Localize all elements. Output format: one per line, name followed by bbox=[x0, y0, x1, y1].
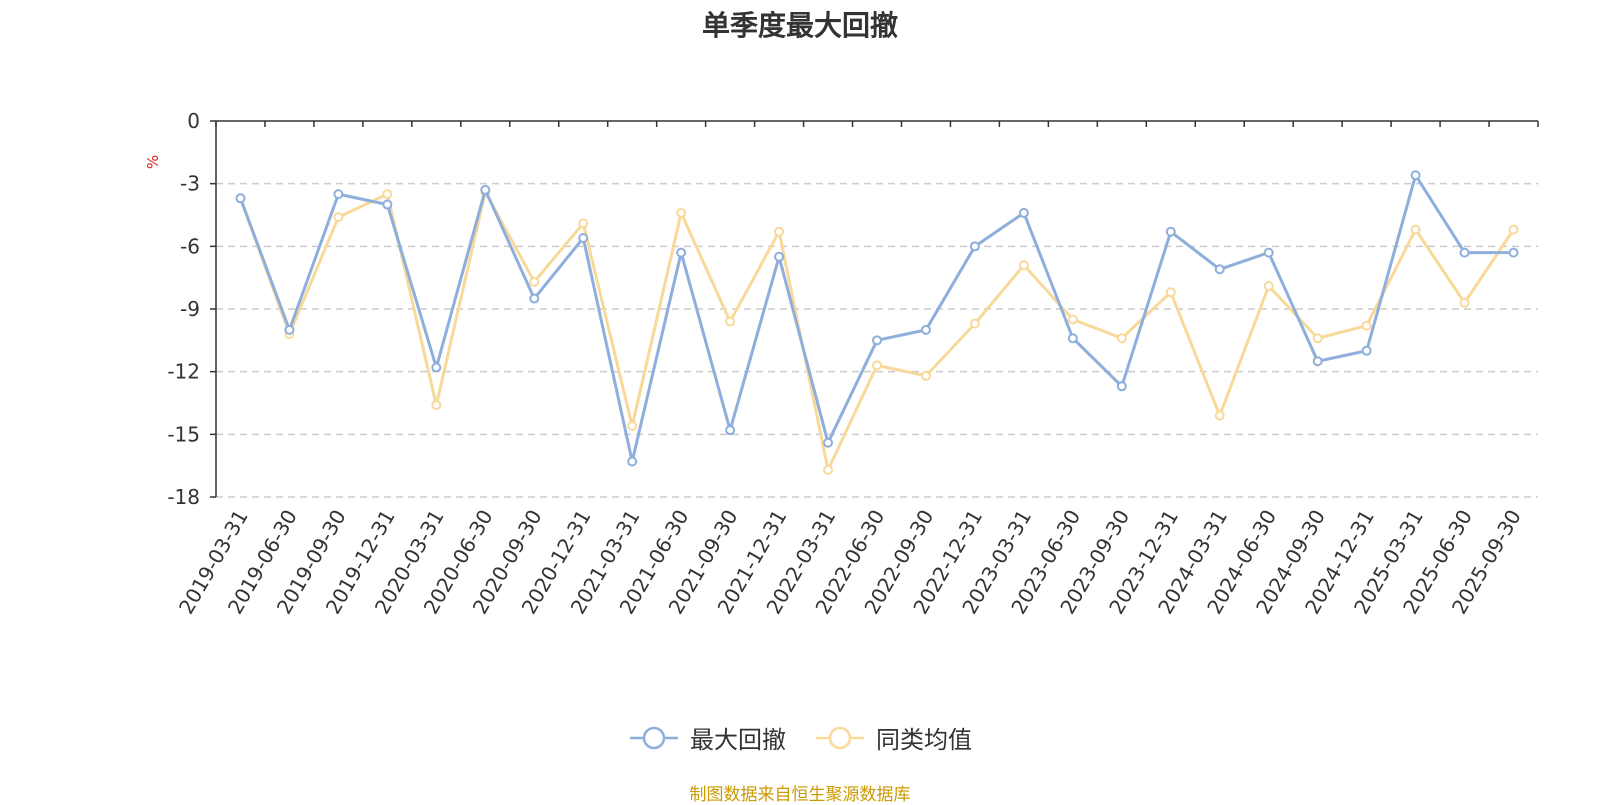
data-point bbox=[823, 437, 834, 448]
y-tick-label: -15 bbox=[167, 422, 200, 446]
data-point bbox=[1214, 264, 1225, 275]
data-point bbox=[431, 362, 442, 373]
data-point bbox=[1067, 314, 1078, 325]
data-point bbox=[1508, 224, 1519, 235]
data-point bbox=[1116, 381, 1127, 392]
data-point bbox=[431, 400, 442, 411]
data-point bbox=[1361, 345, 1372, 356]
data-point bbox=[578, 218, 589, 229]
data-point bbox=[920, 324, 931, 335]
y-tick-label: -18 bbox=[167, 485, 200, 509]
data-point bbox=[1067, 333, 1078, 344]
series-line bbox=[239, 190, 1515, 472]
data-point bbox=[627, 456, 638, 467]
data-point bbox=[823, 464, 834, 475]
data-source-note: 制图数据来自恒生聚源数据库 bbox=[689, 785, 911, 805]
data-point bbox=[1018, 207, 1029, 218]
data-point bbox=[725, 425, 736, 436]
legend: 最大回撤 同类均值 bbox=[0, 720, 1600, 755]
data-point bbox=[725, 316, 736, 327]
data-point bbox=[1410, 170, 1421, 181]
series-line bbox=[239, 173, 1514, 463]
legend-marker-icon bbox=[630, 726, 678, 749]
data-point bbox=[872, 360, 882, 371]
data-point bbox=[1410, 224, 1421, 235]
data-point bbox=[774, 251, 785, 262]
data-point bbox=[333, 212, 344, 223]
y-tick-label: 0 bbox=[187, 109, 200, 133]
data-point bbox=[627, 420, 638, 431]
data-point bbox=[1214, 410, 1225, 421]
data-point bbox=[284, 324, 295, 335]
data-point bbox=[1312, 333, 1323, 344]
y-tick-label: -9 bbox=[180, 297, 200, 321]
data-point bbox=[529, 293, 540, 304]
legend-marker-icon bbox=[816, 726, 864, 749]
data-point bbox=[1263, 281, 1274, 292]
data-point bbox=[1263, 247, 1274, 258]
data-point bbox=[969, 241, 980, 252]
data-point bbox=[333, 189, 344, 200]
data-point bbox=[1018, 260, 1029, 271]
legend-label: 最大回撤 bbox=[690, 726, 786, 754]
y-axis-unit: % bbox=[144, 155, 162, 169]
data-point bbox=[1361, 320, 1372, 331]
data-point bbox=[676, 207, 687, 218]
data-point bbox=[1459, 247, 1470, 258]
data-point bbox=[872, 335, 882, 346]
data-point bbox=[480, 184, 491, 195]
data-point bbox=[578, 232, 589, 243]
data-point bbox=[1116, 333, 1127, 344]
data-point bbox=[1312, 356, 1323, 367]
data-point bbox=[1508, 247, 1519, 258]
data-point bbox=[529, 276, 540, 287]
y-tick-label: -3 bbox=[180, 172, 200, 196]
data-point bbox=[382, 199, 393, 210]
line-chart: 0-3-6-9-12-15-18%2019-03-312019-06-30201… bbox=[144, 109, 1539, 618]
data-point bbox=[1165, 226, 1176, 237]
legend-item[interactable]: 同类均值 bbox=[814, 720, 972, 755]
data-point bbox=[1165, 287, 1176, 298]
data-point bbox=[920, 370, 931, 381]
y-tick-label: -12 bbox=[167, 360, 200, 384]
chart-title: 单季度最大回撤 bbox=[701, 9, 898, 42]
data-point bbox=[774, 226, 785, 237]
data-point bbox=[969, 318, 980, 329]
y-tick-label: -6 bbox=[180, 234, 200, 258]
data-point bbox=[235, 193, 246, 204]
data-point bbox=[676, 247, 687, 258]
data-point bbox=[1459, 297, 1470, 308]
legend-label: 同类均值 bbox=[876, 726, 972, 754]
data-point bbox=[382, 189, 393, 200]
legend-item[interactable]: 最大回撤 bbox=[628, 720, 786, 755]
